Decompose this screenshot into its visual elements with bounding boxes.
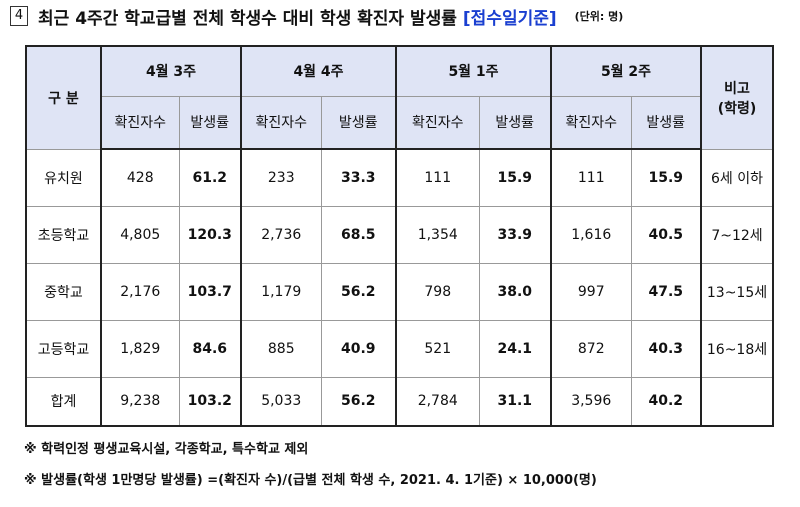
rate: 33.3 <box>320 148 397 207</box>
section-number: 4 <box>10 6 28 26</box>
rate: 40.2 <box>630 376 702 427</box>
rate: 15.9 <box>478 148 552 207</box>
rate: 68.5 <box>320 205 397 264</box>
rate: 47.5 <box>630 262 702 321</box>
cases: 3,596 <box>550 376 632 427</box>
week-header: 4월 4주 <box>240 45 397 97</box>
title-text: 최근 4주간 학교급별 전체 학생수 대비 학생 확진자 발생률 <box>38 8 457 29</box>
week-header: 5월 2주 <box>550 45 702 97</box>
cases: 1,829 <box>100 319 180 378</box>
cases: 2,736 <box>240 205 322 264</box>
cases: 9,238 <box>100 376 180 427</box>
data-row: 고등학교 1,829 84.6 885 40.9 521 24.1 872 40.3 16~18세 <box>25 319 774 378</box>
data-row: 초등학교 4,805 120.3 2,736 68.5 1,354 33.9 1,616 40.… <box>25 205 774 264</box>
cases: 885 <box>240 319 322 378</box>
rate: 120.3 <box>178 205 242 264</box>
cases: 997 <box>550 262 632 321</box>
rate: 84.6 <box>178 319 242 378</box>
subheader: 발생률 <box>478 95 552 150</box>
footnote: ※ 학력인정 평생교육시설, 각종학교, 특수학교 제외 <box>24 442 309 457</box>
rate: 40.9 <box>320 319 397 378</box>
subheader: 확진자수 <box>100 95 180 150</box>
data-row: 유치원 428 61.2 233 33.3 111 15.9 111 15.9 6세 이하 <box>25 148 774 207</box>
subheader: 발생률 <box>178 95 242 150</box>
unit: (단위: 명) <box>574 10 624 23</box>
subheader: 확진자수 <box>240 95 322 150</box>
cases: 521 <box>395 319 480 378</box>
subheader-row: 확진자수 발생률 확진자수 발생률 확진자수 발생률 확진자수 발생률 <box>26 95 773 150</box>
cases: 428 <box>100 148 180 207</box>
subheader: 발생률 <box>630 95 702 150</box>
subheader: 확진자수 <box>395 95 480 150</box>
cases: 2,784 <box>395 376 480 427</box>
corner-header: 구 분 <box>25 45 102 150</box>
cases: 111 <box>550 148 632 207</box>
row-label: 합계 <box>25 376 102 427</box>
week-header: 4월 3주 <box>100 45 242 97</box>
note: 7~12세 <box>700 205 774 264</box>
table: 구 분 4월 3주 4월 4주 5월 1주 5월 2주 비고 (학령) 확진자수 발생률 확진자수… <box>25 45 774 427</box>
note-header-line: (학령) <box>717 100 757 117</box>
cases: 1,354 <box>395 205 480 264</box>
cases: 2,176 <box>100 262 180 321</box>
rate: 56.2 <box>320 262 397 321</box>
cases: 1,179 <box>240 262 322 321</box>
subheader: 발생률 <box>320 95 397 150</box>
rate: 103.2 <box>178 376 242 427</box>
note: 16~18세 <box>700 319 774 378</box>
cases: 1,616 <box>550 205 632 264</box>
data-row: 합계 9,238 103.2 5,033 56.2 2,784 31.1 3,596 40.2 <box>25 376 774 427</box>
rate: 24.1 <box>478 319 552 378</box>
row-label: 초등학교 <box>25 205 102 264</box>
cases: 4,805 <box>100 205 180 264</box>
week-header: 5월 1주 <box>395 45 552 97</box>
note-header-line: 비고 <box>724 80 750 97</box>
footnote: ※ 발생률(학생 1만명당 발생률) =(확진자 수)/(급별 전체 학생 수,… <box>24 473 597 488</box>
note: 6세 이하 <box>700 148 774 207</box>
data-row: 중학교 2,176 103.7 1,179 56.2 798 38.0 997 47.5 13~1… <box>25 262 774 321</box>
cases: 233 <box>240 148 322 207</box>
rate: 38.0 <box>478 262 552 321</box>
note <box>700 376 774 427</box>
subheader: 확진자수 <box>550 95 632 150</box>
rate: 31.1 <box>478 376 552 427</box>
cases: 5,033 <box>240 376 322 427</box>
row-label: 중학교 <box>25 262 102 321</box>
rate: 40.3 <box>630 319 702 378</box>
rate: 61.2 <box>178 148 242 207</box>
cases: 872 <box>550 319 632 378</box>
cases: 798 <box>395 262 480 321</box>
rate: 103.7 <box>178 262 242 321</box>
title: 4 최근 4주간 학교급별 전체 학생수 대비 학생 확진자 발생률 [접수일기… <box>10 2 623 30</box>
row-label: 고등학교 <box>25 319 102 378</box>
rate: 33.9 <box>478 205 552 264</box>
rate: 40.5 <box>630 205 702 264</box>
note: 13~15세 <box>700 262 774 321</box>
rate: 15.9 <box>630 148 702 207</box>
rate: 56.2 <box>320 376 397 427</box>
note-header: 비고 (학령) <box>700 45 774 150</box>
title-basis: [접수일기준] <box>462 8 557 29</box>
cases: 111 <box>395 148 480 207</box>
row-label: 유치원 <box>25 148 102 207</box>
